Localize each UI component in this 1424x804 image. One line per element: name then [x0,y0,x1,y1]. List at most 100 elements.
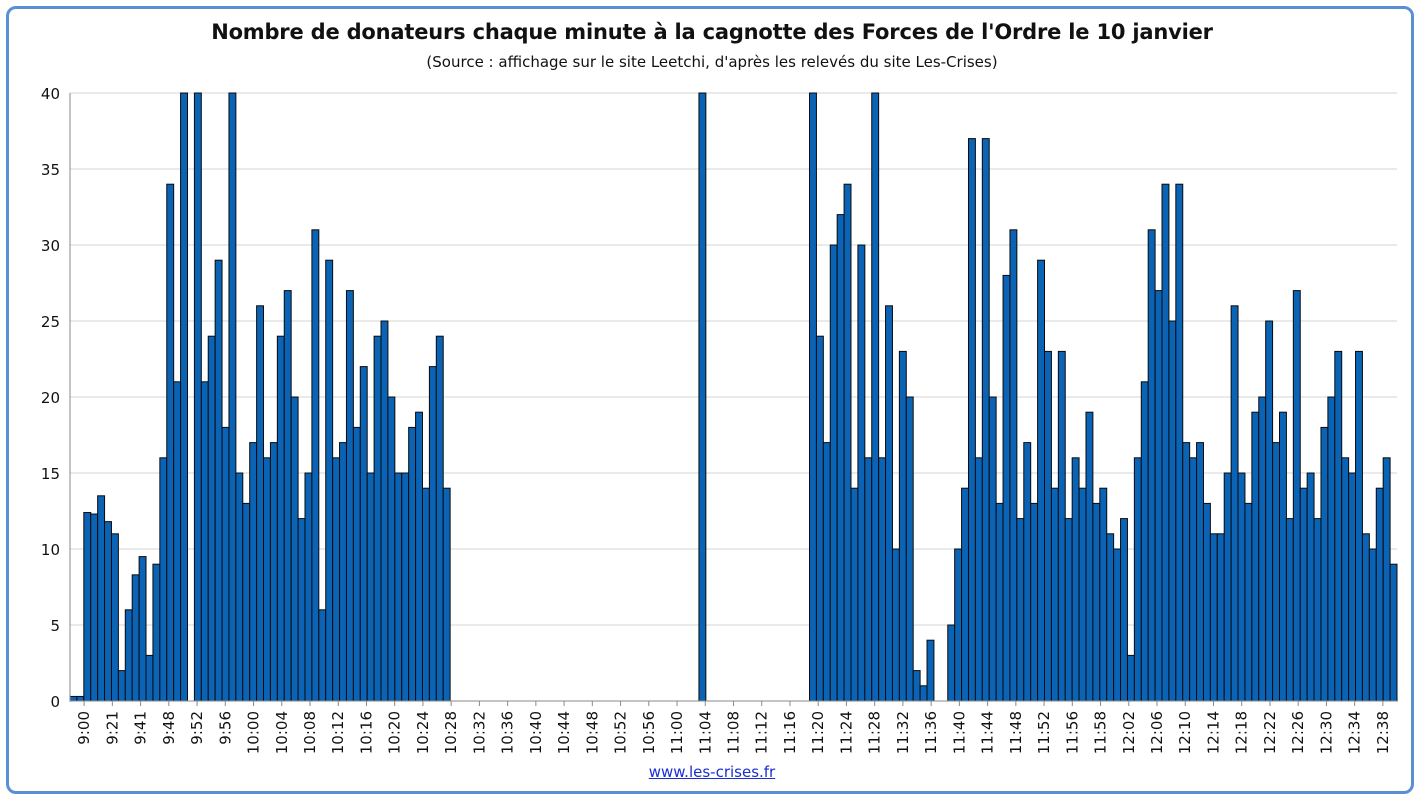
bar [1085,411,1094,702]
x-tick-label: 12:38 [1374,711,1392,754]
x-tick-label: 11:00 [668,711,686,754]
bar [97,495,106,702]
bar [276,335,285,702]
bar [1002,274,1011,702]
bar [1113,548,1122,702]
x-tick-label: 10:00 [245,711,263,754]
x-tick-label: 11:28 [866,711,884,754]
x-tick-label: 11:36 [922,711,940,754]
bar [864,457,873,702]
bar [919,685,928,702]
x-tick-label: 11:24 [837,711,855,754]
x-tick-label: 12:02 [1120,711,1138,754]
bar [1050,487,1059,702]
bar [228,92,237,702]
bar [1216,533,1225,702]
bar [1099,487,1108,702]
x-tick-label: 11:52 [1035,711,1053,754]
bar [1133,457,1142,702]
bar [1368,548,1377,702]
bar [415,411,423,702]
x-tick-label: 11:08 [725,711,743,754]
x-tick-label: 9:52 [188,711,206,745]
bar [1057,350,1066,702]
y-tick-label: 10 [41,541,60,559]
bar [843,183,852,702]
bar [1106,533,1115,702]
bar [104,521,112,702]
bar [352,426,361,702]
bar [1202,502,1211,702]
bar [1341,457,1350,702]
bar [159,457,168,702]
bar [1299,487,1308,702]
y-tick-label: 5 [50,617,60,635]
x-tick-label: 11:48 [1007,711,1025,754]
bar [1355,350,1363,702]
bar [1168,320,1177,702]
x-tick-label: 12:14 [1204,711,1222,754]
x-tick-label: 12:26 [1289,711,1307,754]
credit-link[interactable]: www.les-crises.fr [648,763,776,781]
bar [954,548,963,702]
bar [214,259,223,702]
bar [332,457,341,702]
x-tick-label: 9:41 [132,711,150,745]
bar [850,487,859,702]
bar [138,556,147,702]
bar [1223,472,1232,702]
bar [394,472,403,702]
bar [1285,518,1294,702]
bar [1147,229,1156,702]
bar [435,335,444,702]
bar [829,244,838,702]
bar [428,366,437,702]
bar [166,183,175,702]
bar [891,548,900,702]
bar [885,305,893,702]
x-tick-label: 11:12 [753,711,771,754]
x-tick-label: 11:32 [894,711,912,754]
bar [1120,518,1128,702]
bar [1037,259,1046,702]
bar [1382,457,1391,702]
x-tick-label: 9:48 [160,711,178,745]
x-tick-label: 10:08 [301,711,319,754]
bar [242,502,251,702]
bar [297,518,306,702]
bar [110,533,119,702]
bar [1209,533,1218,702]
bar [1182,442,1191,702]
bar [1189,457,1198,702]
bar [1196,442,1204,702]
bar [1348,472,1357,702]
x-tick-label: 12:06 [1148,711,1166,754]
y-tick-label: 40 [41,85,60,103]
x-tick-label: 11:20 [809,711,827,754]
x-tick-label: 11:16 [781,711,799,754]
bar [1140,381,1149,702]
bar [1023,442,1032,702]
chart-subtitle: (Source : affichage sur le site Leetchi,… [426,53,998,71]
x-tick-label: 11:44 [979,711,997,754]
bar [1292,290,1301,702]
bar [421,487,430,702]
bar [1320,426,1329,702]
bar [408,426,417,702]
bar [1334,350,1343,702]
x-tick-label: 10:52 [612,711,630,754]
bar [76,695,85,702]
bar [152,563,161,702]
x-tick-label: 10:12 [329,711,347,754]
bar [836,214,845,702]
bar [256,305,265,702]
bar [1237,472,1246,702]
bar [1126,654,1135,702]
bar [180,92,188,702]
x-tick-label: 11:58 [1092,711,1110,754]
bar [1327,396,1336,702]
x-tick-label: 10:48 [583,711,601,754]
bar [912,670,921,702]
chart-title: Nombre de donateurs chaque minute à la c… [211,20,1213,44]
